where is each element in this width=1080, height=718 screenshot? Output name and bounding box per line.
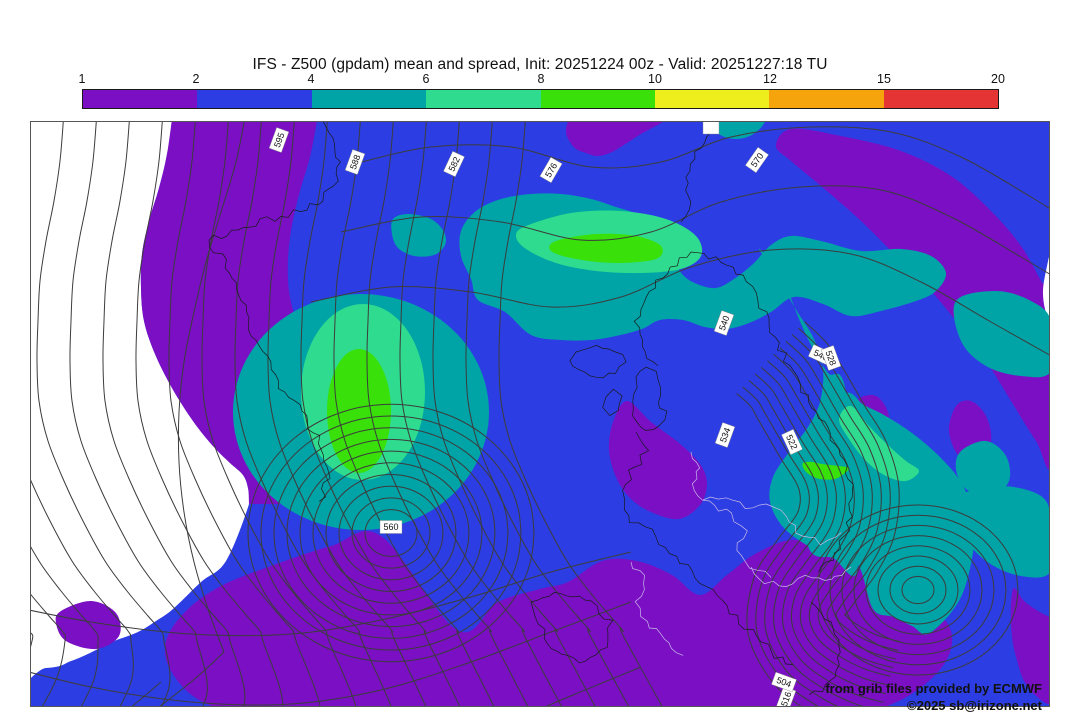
svg-text:560: 560	[383, 522, 398, 532]
